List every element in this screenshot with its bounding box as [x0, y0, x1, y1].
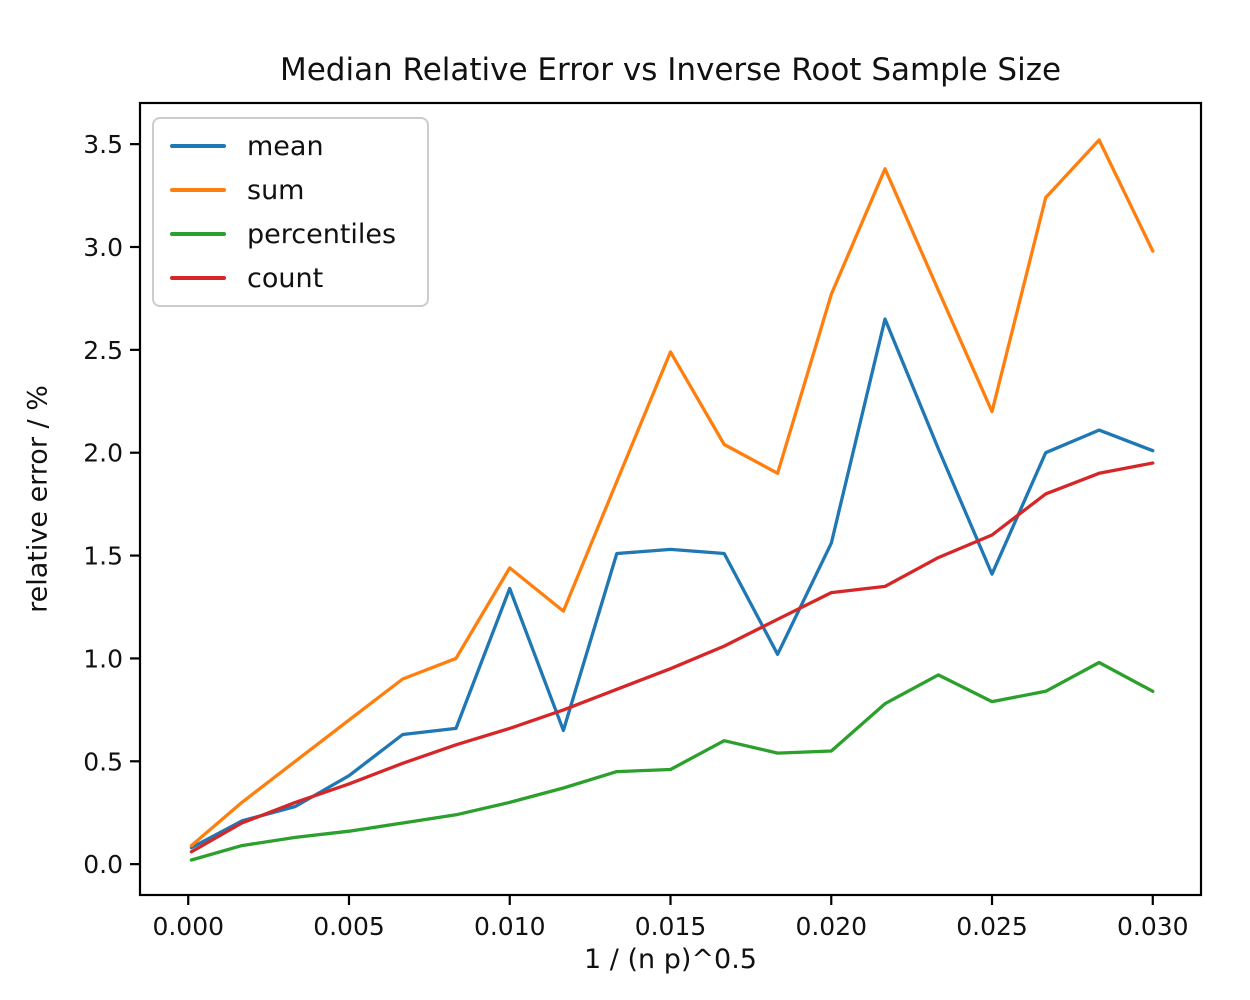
x-tick-label: 0.030 [1117, 912, 1189, 941]
legend-line-sum [170, 188, 226, 192]
y-tick-label: 3.0 [83, 233, 123, 262]
x-tick-label: 0.015 [635, 912, 707, 941]
legend-label-sum: sum [247, 174, 305, 206]
legend-label-count: count [247, 262, 324, 294]
series-percentiles-line [189, 660, 1155, 862]
legend-line-count [170, 276, 226, 280]
legend-item-percentiles: percentiles [154, 212, 427, 256]
y-tick-label: 1.5 [83, 542, 123, 571]
x-tick-label: 0.005 [313, 912, 385, 941]
y-tick-label: 1.0 [83, 644, 123, 673]
legend-item-count: count [154, 256, 427, 300]
x-tick-label: 0.010 [474, 912, 546, 941]
legend-item-mean: mean [154, 124, 427, 168]
x-tick-label: 0.020 [795, 912, 867, 941]
y-tick-label: 2.5 [83, 336, 123, 365]
y-tick-label: 3.5 [83, 130, 123, 159]
y-tick-label: 0.0 [83, 850, 123, 879]
x-tick-label: 0.025 [956, 912, 1028, 941]
axes-spines [138, 101, 1203, 897]
legend-label-mean: mean [247, 130, 324, 162]
legend-line-percentiles [170, 232, 226, 236]
x-axis-label: 1 / (n p)^0.5 [584, 944, 757, 975]
series-count-line [189, 461, 1155, 854]
y-tick-label: 0.5 [83, 747, 123, 776]
x-tick-label: 0.000 [152, 912, 224, 941]
series-mean-line [189, 317, 1155, 850]
y-axis-label: relative error / % [22, 385, 54, 613]
y-tick-label: 2.0 [83, 439, 123, 468]
legend-item-sum: sum [154, 168, 427, 212]
chart-title: Median Relative Error vs Inverse Root Sa… [279, 52, 1062, 88]
legend-label-percentiles: percentiles [247, 218, 397, 250]
legend: mean sum percentiles count [152, 117, 429, 307]
legend-line-mean [170, 144, 226, 148]
series-sum-line [189, 138, 1155, 848]
